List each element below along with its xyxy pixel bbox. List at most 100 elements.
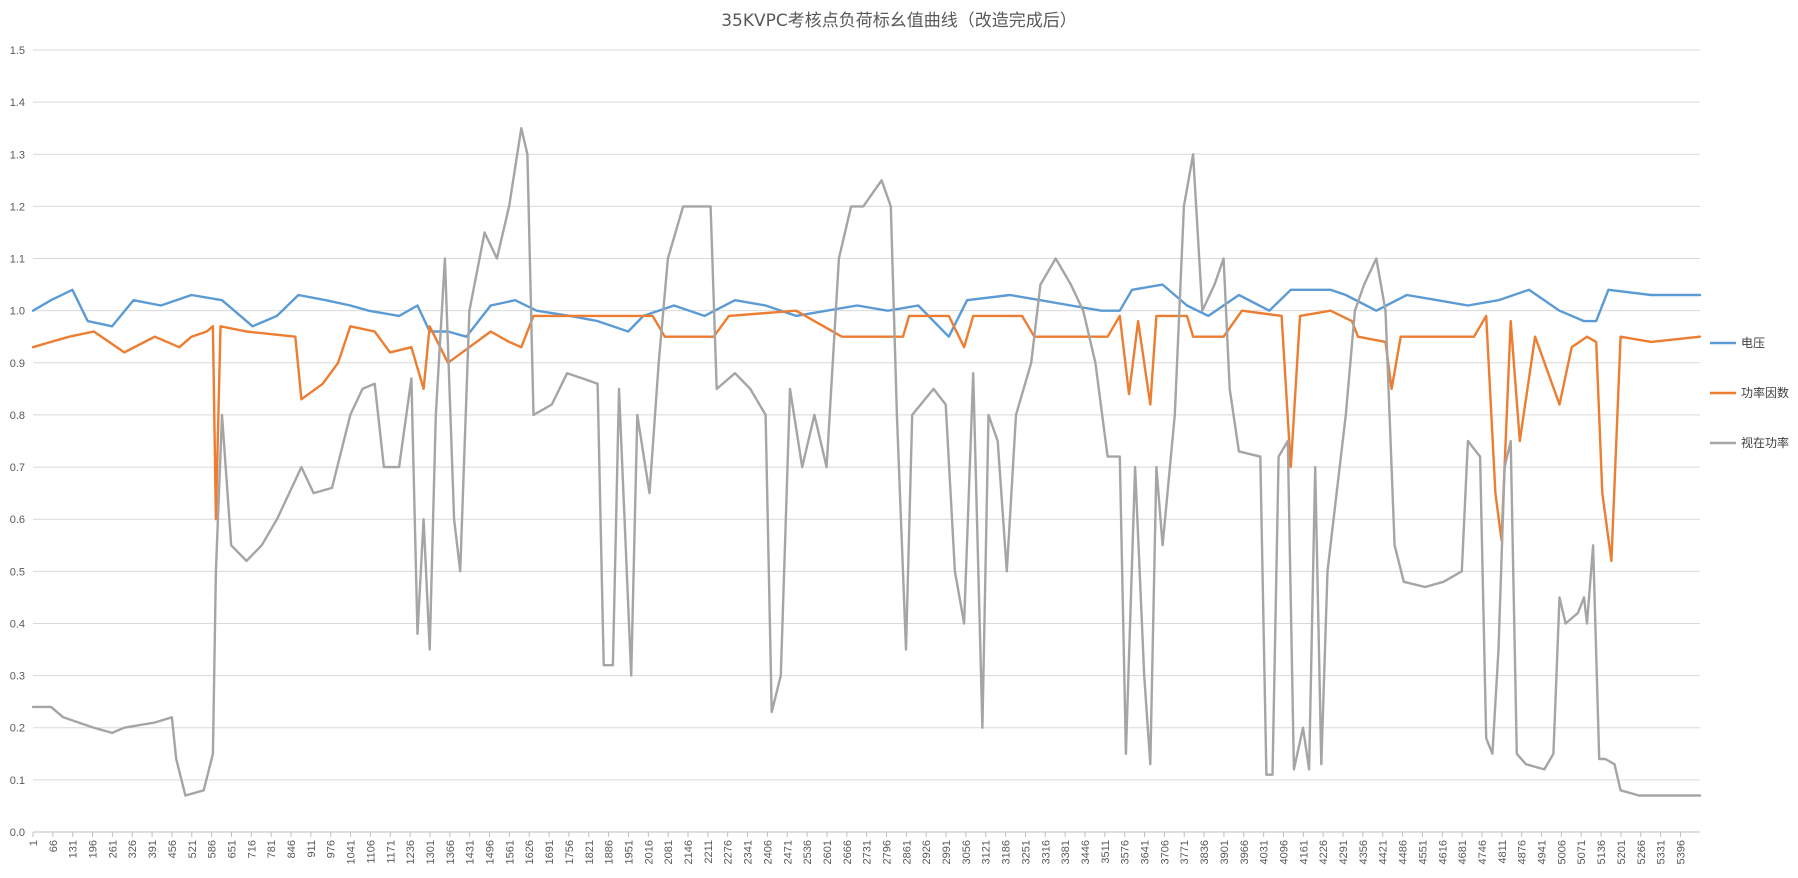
x-tick-label: 1171: [385, 840, 397, 864]
x-tick-label: 1951: [623, 840, 635, 864]
x-tick-label: 1431: [465, 840, 477, 864]
y-tick-label: 0.6: [10, 514, 25, 526]
x-tick-label: 261: [107, 840, 119, 858]
x-tick-label: 586: [207, 840, 219, 858]
x-tick-label: 4616: [1437, 840, 1449, 864]
x-tick-label: 2211: [703, 840, 715, 864]
x-tick-label: 911: [306, 840, 318, 858]
x-tick-label: 1756: [564, 840, 576, 864]
x-tick-label: 4811: [1497, 840, 1509, 864]
series-line-2: [31, 126, 1702, 797]
x-tick-label: 2276: [723, 840, 735, 864]
x-tick-label: 326: [127, 840, 139, 858]
x-tick-label: 1106: [365, 840, 377, 864]
x-tick-label: 4421: [1378, 840, 1390, 864]
legend-label: 功率因数: [1741, 385, 1789, 400]
x-tick-label: 2926: [921, 840, 933, 864]
x-tick-label: 976: [326, 840, 338, 858]
x-tick-label: 1691: [544, 840, 556, 864]
x-tick-label: 1626: [524, 840, 536, 864]
x-tick-label: 4551: [1417, 840, 1429, 864]
x-tick-label: 3706: [1159, 840, 1171, 864]
x-tick-label: 3186: [1001, 840, 1013, 864]
x-tick-label: 781: [266, 840, 278, 858]
x-tick-label: 2016: [643, 840, 655, 864]
y-tick-label: 0.0: [10, 827, 25, 839]
x-tick-label: 2796: [882, 840, 894, 864]
x-tick-label: 4486: [1398, 840, 1410, 864]
x-tick-label: 1886: [604, 840, 616, 864]
x-tick-label: 5396: [1675, 840, 1687, 864]
x-tick-label: 2146: [683, 840, 695, 864]
y-tick-label: 1.3: [10, 149, 25, 161]
x-tick-label: 2666: [842, 840, 854, 864]
x-tick-label: 66: [48, 840, 60, 852]
x-tick-label: 5331: [1656, 840, 1668, 864]
x-tick-label: 5201: [1616, 840, 1628, 864]
x-tick-label: 2081: [663, 840, 675, 864]
y-tick-label: 0.3: [10, 671, 25, 683]
y-tick-label: 0.7: [10, 462, 25, 474]
x-tick-label: 1561: [504, 840, 516, 864]
x-tick-label: 5006: [1556, 840, 1568, 864]
x-tick-label: 4876: [1517, 840, 1529, 864]
y-tick-label: 1.2: [10, 201, 25, 213]
chart-title: 35KVPC考核点负荷标幺值曲线（改造完成后）: [721, 11, 1077, 31]
x-tick-label: 5136: [1596, 840, 1608, 864]
x-tick-label: 391: [147, 840, 159, 858]
x-tick-label: 2861: [901, 840, 913, 864]
x-tick-label: 2406: [762, 840, 774, 864]
y-tick-label: 0.5: [10, 566, 25, 578]
y-tick-label: 0.1: [10, 775, 25, 787]
x-tick-label: 2341: [743, 840, 755, 864]
x-tick-label: 2536: [802, 840, 814, 864]
x-tick-label: 846: [286, 840, 298, 858]
x-tick-label: 3316: [1040, 840, 1052, 864]
x-tick-label: 3511: [1100, 840, 1112, 864]
x-tick-label: 3121: [981, 840, 993, 864]
x-tick-label: 2731: [862, 840, 874, 864]
y-tick-label: 1.0: [10, 306, 25, 318]
x-tick-label: 2991: [941, 840, 953, 864]
y-tick-label: 0.2: [10, 723, 25, 735]
x-tick-label: 4161: [1298, 840, 1310, 864]
x-tick-label: 4226: [1318, 840, 1330, 864]
y-tick-label: 1.1: [10, 254, 25, 266]
x-tick-label: 1821: [584, 840, 596, 864]
x-tick-label: 4746: [1477, 840, 1489, 864]
x-tick-label: 3966: [1239, 840, 1251, 864]
x-tick-label: 3641: [1140, 840, 1152, 864]
x-tick-label: 1: [28, 840, 40, 846]
x-tick-label: 521: [187, 840, 199, 858]
x-tick-label: 196: [88, 840, 100, 858]
x-tick-label: 2471: [782, 840, 794, 864]
x-tick-label: 4681: [1457, 840, 1469, 864]
x-tick-label: 5266: [1636, 840, 1648, 864]
x-tick-label: 4356: [1358, 840, 1370, 864]
x-axis-ticks: 1 66 131 196 261 326 391 456 521 586 651 716 781 846 9…: [28, 832, 1687, 864]
x-tick-label: 1236: [405, 840, 417, 864]
x-tick-label: 3446: [1080, 840, 1092, 864]
series-line-1: [31, 309, 1702, 563]
x-tick-label: 1496: [485, 840, 497, 864]
x-tick-label: 3056: [961, 840, 973, 864]
x-tick-label: 4031: [1259, 840, 1271, 864]
x-tick-label: 3381: [1060, 840, 1072, 864]
series-line-0: [31, 283, 1702, 338]
x-tick-label: 4291: [1338, 840, 1350, 864]
y-tick-label: 0.4: [10, 618, 25, 630]
x-tick-label: 1366: [445, 840, 457, 864]
y-tick-label: 1.5: [10, 45, 25, 57]
legend-label: 电压: [1741, 336, 1765, 350]
x-tick-label: 1041: [346, 840, 358, 864]
x-tick-label: 3771: [1179, 840, 1191, 864]
x-tick-label: 3251: [1020, 840, 1032, 864]
x-tick-label: 4096: [1278, 840, 1290, 864]
legend-label: 视在功率: [1741, 435, 1789, 450]
x-tick-label: 3836: [1199, 840, 1211, 864]
x-tick-label: 131: [68, 840, 80, 858]
x-tick-label: 2601: [822, 840, 834, 864]
y-tick-label: 1.4: [10, 97, 25, 109]
